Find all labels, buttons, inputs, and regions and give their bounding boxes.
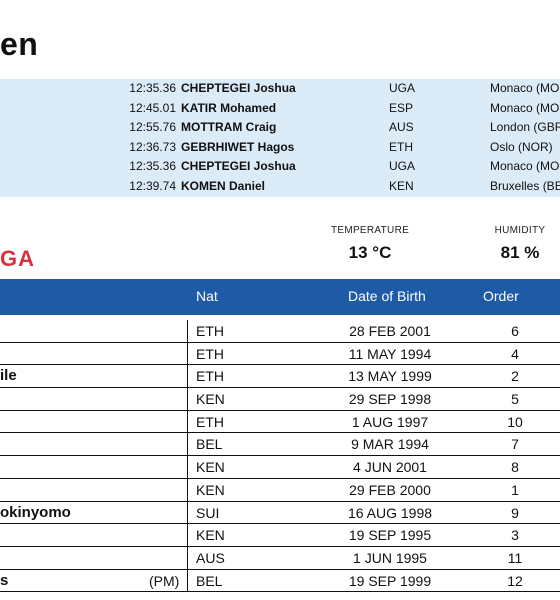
athlete-nat: SUI bbox=[196, 504, 220, 521]
athlete-order: 7 bbox=[511, 436, 519, 453]
athlete-dob: 19 SEP 1995 bbox=[348, 527, 432, 544]
record-nat: ESP bbox=[389, 100, 414, 115]
athlete-dob: 9 MAR 1994 bbox=[351, 436, 429, 453]
header-order: Order bbox=[483, 288, 519, 304]
records-panel: 12:35.36 CHEPTEGEI Joshua UGA Monaco (MO… bbox=[0, 79, 560, 197]
temperature-block: TEMPERATURE 13 °C bbox=[325, 225, 415, 263]
record-row: 12:45.01 KATIR Mohamed ESP Monaco (MO bbox=[0, 99, 560, 119]
record-time: 12:55.76 bbox=[129, 120, 176, 134]
athlete-order: 5 bbox=[511, 391, 519, 408]
athlete-nat: AUS bbox=[196, 549, 225, 566]
athlete-nat: ETH bbox=[196, 345, 224, 362]
athlete-nat: KEN bbox=[196, 391, 225, 408]
record-time: 12:45.01 bbox=[129, 100, 176, 115]
record-nat: UGA bbox=[389, 159, 416, 173]
record-athlete: CHEPTEGEI Joshua bbox=[181, 159, 296, 173]
record-nat: AUS bbox=[389, 120, 414, 134]
athlete-nat: ETH bbox=[196, 413, 224, 430]
header-date-of-birth: Date of Birth bbox=[348, 288, 426, 304]
record-row: 12:36.73 GEBRHIWET Hagos ETH Oslo (NOR) bbox=[0, 138, 560, 158]
athlete-nat: KEN bbox=[196, 459, 225, 476]
athlete-order: 9 bbox=[511, 504, 519, 521]
record-venue: Bruxelles (BE bbox=[490, 178, 560, 193]
record-time: 12:39.74 bbox=[129, 178, 176, 193]
record-row: 12:35.36 CHEPTEGEI Joshua UGA Monaco (MO bbox=[0, 79, 560, 99]
start-list-table: ETH 28 FEB 2001 6 ETH 11 MAY 1994 4 ile ETH 13 M… bbox=[0, 320, 560, 593]
temperature-label: TEMPERATURE bbox=[330, 225, 410, 236]
record-athlete: CHEPTEGEI Joshua bbox=[181, 81, 296, 95]
page-title: en bbox=[0, 26, 39, 62]
athlete-order: 3 bbox=[511, 527, 519, 544]
record-nat: UGA bbox=[389, 81, 416, 95]
record-athlete: MOTTRAM Craig bbox=[181, 120, 277, 134]
athlete-dob: 11 MAY 1994 bbox=[348, 345, 432, 362]
athlete-order: 1 bbox=[511, 481, 519, 498]
table-row: ETH 11 MAY 1994 4 bbox=[0, 343, 560, 366]
record-row: 12:39.74 KOMEN Daniel KEN Bruxelles (BE bbox=[0, 177, 560, 197]
record-venue: Oslo (NOR) bbox=[490, 139, 553, 154]
table-row: KEN 4 JUN 2001 8 bbox=[0, 456, 560, 479]
athlete-nat: KEN bbox=[196, 481, 225, 498]
athlete-dob: 4 JUN 2001 bbox=[353, 459, 427, 476]
table-row: KEN 29 FEB 2000 1 bbox=[0, 479, 560, 502]
table-row: okinyomo SUI 16 AUG 1998 9 bbox=[0, 502, 560, 525]
record-nat: ETH bbox=[389, 139, 413, 154]
table-row: ETH 1 AUG 1997 10 bbox=[0, 411, 560, 434]
athlete-order: 4 bbox=[511, 345, 519, 362]
record-venue: London (GBR bbox=[490, 120, 560, 134]
athlete-order: 10 bbox=[507, 413, 523, 430]
table-row: AUS 1 JUN 1995 11 bbox=[0, 547, 560, 570]
table-row: ETH 28 FEB 2001 6 bbox=[0, 320, 560, 343]
record-nat: KEN bbox=[389, 178, 414, 193]
record-venue: Monaco (MO bbox=[490, 81, 560, 95]
record-time: 12:35.36 bbox=[129, 81, 176, 95]
athlete-nat: KEN bbox=[196, 527, 225, 544]
athlete-dob: 1 JUN 1995 bbox=[353, 549, 427, 566]
record-venue: Monaco (MO bbox=[490, 100, 560, 115]
temperature-value: 13 °C bbox=[348, 243, 392, 262]
start-list-header: Nat Date of Birth Order bbox=[0, 279, 560, 315]
athlete-name: ile bbox=[0, 367, 17, 385]
athlete-nat: ETH bbox=[196, 368, 224, 385]
record-athlete: GEBRHIWET Hagos bbox=[181, 139, 295, 154]
table-row: s (PM) BEL 19 SEP 1999 12 bbox=[0, 570, 560, 593]
athlete-name: s bbox=[0, 571, 9, 589]
athlete-order: 8 bbox=[511, 459, 519, 476]
table-row: ile ETH 13 MAY 1999 2 bbox=[0, 365, 560, 389]
athlete-order: 12 bbox=[507, 572, 523, 589]
record-row: 12:55.76 MOTTRAM Craig AUS London (GBR bbox=[0, 118, 560, 138]
athlete-dob: 1 AUG 1997 bbox=[351, 413, 429, 430]
athlete-order: 6 bbox=[511, 323, 519, 339]
table-row: KEN 19 SEP 1995 3 bbox=[0, 524, 560, 547]
humidity-label: HUMIDITY bbox=[494, 225, 546, 236]
humidity-value: 81 % bbox=[500, 243, 540, 262]
athlete-name: okinyomo bbox=[0, 503, 71, 521]
table-row: BEL 9 MAR 1994 7 bbox=[0, 433, 560, 457]
record-time: 12:36.73 bbox=[129, 139, 176, 154]
athlete-dob: 29 SEP 1998 bbox=[348, 391, 432, 408]
brand-logo-text: GA bbox=[0, 246, 35, 271]
athlete-dob: 13 MAY 1999 bbox=[348, 368, 432, 385]
record-row: 12:35.36 CHEPTEGEI Joshua UGA Monaco (MO bbox=[0, 157, 560, 177]
athlete-dob: 19 SEP 1999 bbox=[348, 572, 432, 589]
record-time: 12:35.36 bbox=[129, 159, 176, 173]
athlete-order: 11 bbox=[507, 549, 523, 566]
record-athlete: KATIR Mohamed bbox=[181, 100, 277, 115]
pacemaker-tag: (PM) bbox=[149, 572, 180, 589]
athlete-dob: 28 FEB 2001 bbox=[349, 323, 431, 339]
athlete-nat: BEL bbox=[196, 436, 223, 453]
athlete-dob: 29 FEB 2000 bbox=[349, 481, 431, 498]
athlete-nat: BEL bbox=[196, 572, 223, 589]
header-nat: Nat bbox=[196, 288, 218, 304]
record-athlete: KOMEN Daniel bbox=[181, 178, 266, 193]
athlete-nat: ETH bbox=[196, 323, 224, 339]
record-venue: Monaco (MO bbox=[490, 159, 560, 173]
table-row: KEN 29 SEP 1998 5 bbox=[0, 388, 560, 411]
athlete-order: 2 bbox=[511, 368, 519, 385]
humidity-block: HUMIDITY 81 % bbox=[475, 225, 560, 263]
athlete-dob: 16 AUG 1998 bbox=[347, 504, 433, 521]
